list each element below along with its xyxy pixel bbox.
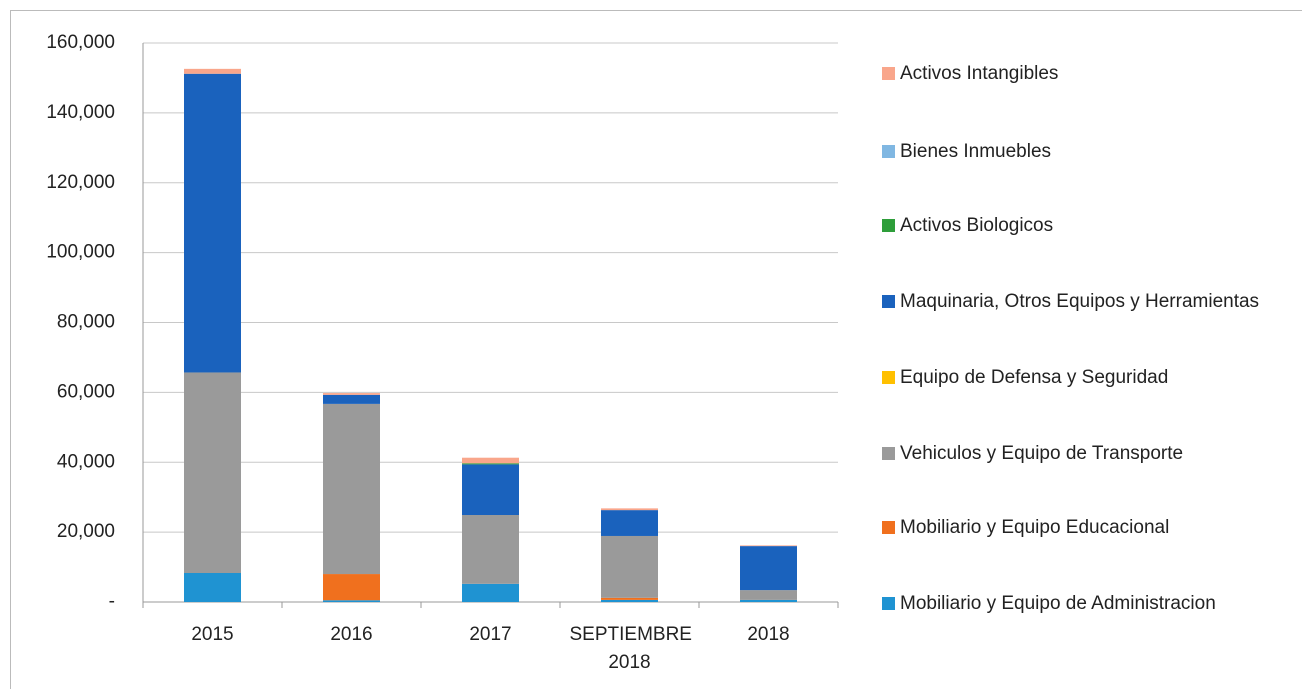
legend-label: Mobiliario y Equipo de Administracion [900, 593, 1216, 614]
bar-segment [601, 597, 658, 600]
x-tick-label: 2018 [747, 624, 790, 645]
bar-segment [323, 394, 380, 404]
legend-label: Maquinaria, Otros Equipos y Herramientas [900, 291, 1260, 312]
x-tick-label: SEPTIEMBRE 2018 [569, 624, 692, 673]
legend-label: Activos Intangibles [900, 63, 1059, 84]
bar-segment [184, 73, 241, 373]
legend-label: Equipo de Defensa y Seguridad [900, 367, 1169, 388]
y-tick-label: 80,000 [57, 312, 115, 333]
legend-swatch [882, 145, 895, 158]
x-tick-label: 2015 [191, 624, 234, 645]
bar-segment [601, 508, 658, 511]
bar-segment [601, 510, 658, 536]
legend-swatch [882, 67, 895, 80]
bar-segment [462, 583, 519, 602]
y-tick-label: - [109, 591, 115, 612]
bar-segment [184, 68, 241, 74]
legend-swatch [882, 219, 895, 232]
x-tick-label: 2017 [469, 624, 512, 645]
bar-segment [462, 457, 519, 464]
y-tick-label: 20,000 [57, 521, 115, 542]
bar-segment [462, 464, 519, 516]
legend-swatch [882, 371, 895, 384]
bar-segment [740, 590, 797, 600]
legend-swatch [882, 447, 895, 460]
bar-segment [740, 546, 797, 591]
y-tick-label: 160,000 [46, 32, 115, 53]
bar-segment [740, 599, 797, 602]
y-tick-label: 60,000 [57, 381, 115, 402]
y-tick-label: 100,000 [46, 242, 115, 263]
y-tick-label: 40,000 [57, 451, 115, 472]
bar-segment [323, 600, 380, 602]
legend-swatch [882, 597, 895, 610]
bar-segment [740, 545, 797, 547]
bar-segment [323, 403, 380, 575]
x-tick-label: 2016 [330, 624, 373, 645]
chart-border [10, 10, 1302, 689]
legend-label: Vehiculos y Equipo de Transporte [900, 443, 1184, 464]
bar-segment [323, 393, 380, 395]
legend-label: Activos Biologicos [900, 215, 1054, 236]
bar-segment [601, 535, 658, 598]
y-tick-label: 120,000 [46, 172, 115, 193]
bar-segment [323, 574, 380, 601]
legend-label: Bienes Inmuebles [900, 141, 1052, 162]
legend-swatch [882, 295, 895, 308]
bar-segment [462, 463, 519, 465]
legend-label: Mobiliario y Equipo Educacional [900, 517, 1170, 538]
bar-segment [184, 372, 241, 574]
bar-segment [184, 573, 241, 602]
bar-segment [462, 515, 519, 584]
legend-swatch [882, 521, 895, 534]
bar-segment [601, 599, 658, 602]
y-tick-label: 140,000 [46, 102, 115, 123]
